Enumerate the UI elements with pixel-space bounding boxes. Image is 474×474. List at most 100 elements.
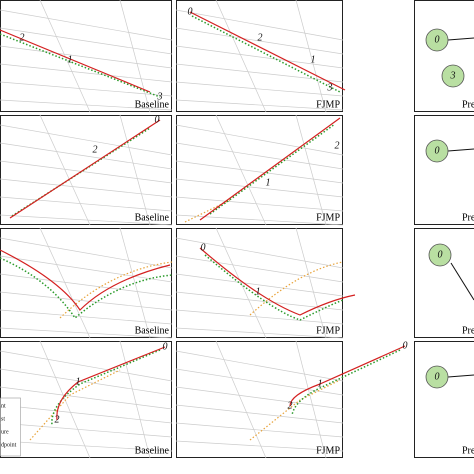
panel: Baseline	[0, 227, 173, 339]
agent-label: 0	[155, 114, 160, 125]
node-label: 0	[438, 249, 443, 260]
graph-node	[425, 365, 449, 389]
legend-entry: st	[1, 416, 5, 422]
trajectory-orange	[249, 379, 341, 441]
trajectory-green	[0, 257, 173, 320]
road-line	[0, 196, 173, 212]
road-line	[175, 350, 344, 382]
trajectory-red	[189, 11, 346, 91]
legend: nt st ure dpoint	[0, 397, 21, 457]
node-label: 0	[435, 145, 440, 156]
road-line	[175, 99, 344, 111]
road-line	[0, 45, 173, 69]
road-line	[215, 114, 267, 226]
road-line	[175, 9, 344, 41]
road-line	[0, 160, 173, 184]
panel-caption: FJMP	[316, 99, 340, 110]
node-label: 0	[435, 371, 440, 382]
road-line	[39, 0, 91, 113]
panel-frame	[176, 341, 343, 458]
trajectory-green	[291, 349, 401, 416]
road-line	[295, 114, 327, 226]
road-line	[0, 81, 173, 97]
road-line	[119, 227, 151, 339]
panel-caption: Baseline	[135, 445, 170, 456]
legend-entry: nt	[1, 403, 6, 409]
panel-frame	[0, 0, 172, 112]
panel: 0 1 FJMP	[175, 227, 356, 339]
panel: 0 1 2 FJMP	[175, 340, 408, 459]
road-line	[215, 340, 267, 459]
road-line	[0, 327, 173, 339]
panel-frame	[414, 0, 474, 112]
road-line	[0, 124, 173, 156]
trajectory-orange	[249, 261, 344, 316]
road-line	[39, 340, 91, 459]
panel: 0 1 2 Baseline	[0, 340, 173, 459]
road-line	[0, 255, 173, 283]
road-line	[175, 160, 344, 184]
road-line	[0, 9, 173, 41]
road-line	[0, 309, 173, 325]
legend-entry: dpoint	[1, 442, 17, 448]
road-line	[119, 114, 151, 226]
agent-label: 2	[55, 414, 60, 425]
panel-caption: FJMP	[316, 325, 340, 336]
road-line	[175, 422, 344, 438]
node-label: 3	[450, 70, 456, 81]
node-label: 0	[435, 34, 440, 45]
edge	[447, 37, 474, 41]
agent-label: 3	[157, 91, 163, 102]
panel-caption: Baseline	[135, 212, 170, 223]
trajectory-orange	[184, 199, 231, 223]
agent-label: 1	[256, 286, 261, 297]
road-line	[0, 422, 173, 438]
trajectory-green	[209, 123, 336, 215]
legend-entry: ure	[1, 429, 9, 435]
road-line	[295, 227, 327, 339]
agent-label: 0	[403, 340, 408, 351]
trajectory-red	[0, 29, 151, 93]
panel-frame	[176, 115, 343, 225]
road-line	[175, 45, 344, 69]
agent-label: 1	[311, 54, 316, 65]
graph-panel: 0 3 Pre	[414, 0, 474, 112]
trajectory-red	[199, 117, 341, 221]
road-line	[0, 237, 173, 269]
road-line	[175, 327, 344, 339]
agent-label: 0	[188, 6, 193, 17]
edge	[450, 262, 474, 301]
road-line	[0, 63, 173, 83]
road-line	[0, 291, 173, 311]
trajectory-red	[0, 249, 171, 311]
graph-panel: 0 Pre	[414, 341, 474, 458]
agent-label: 1	[266, 177, 271, 188]
road-line	[175, 368, 344, 396]
panel-caption: Pre	[462, 99, 474, 110]
panel-caption: Baseline	[135, 99, 170, 110]
panel-frame	[414, 115, 474, 225]
edge	[447, 374, 474, 378]
trajectory-green	[204, 254, 344, 321]
agent-label: 1	[76, 376, 81, 387]
agent-label: 2	[288, 400, 293, 411]
agent-label: 2	[93, 144, 98, 155]
panel-caption: FJMP	[316, 445, 340, 456]
panel-frame	[0, 341, 172, 458]
road-line	[39, 114, 91, 226]
agent-label: 2	[20, 32, 25, 43]
road-line	[0, 214, 173, 226]
trajectory-green	[0, 33, 161, 98]
legend-box	[0, 397, 21, 457]
road-line	[295, 0, 327, 113]
panel-frame	[176, 228, 343, 338]
agent-label: 0	[163, 341, 168, 352]
agent-label: 1	[318, 378, 323, 389]
road-line	[119, 340, 151, 459]
trajectory-red	[56, 346, 166, 421]
road-line	[175, 27, 344, 55]
agent-label: 1	[68, 54, 73, 65]
road-line	[175, 386, 344, 410]
